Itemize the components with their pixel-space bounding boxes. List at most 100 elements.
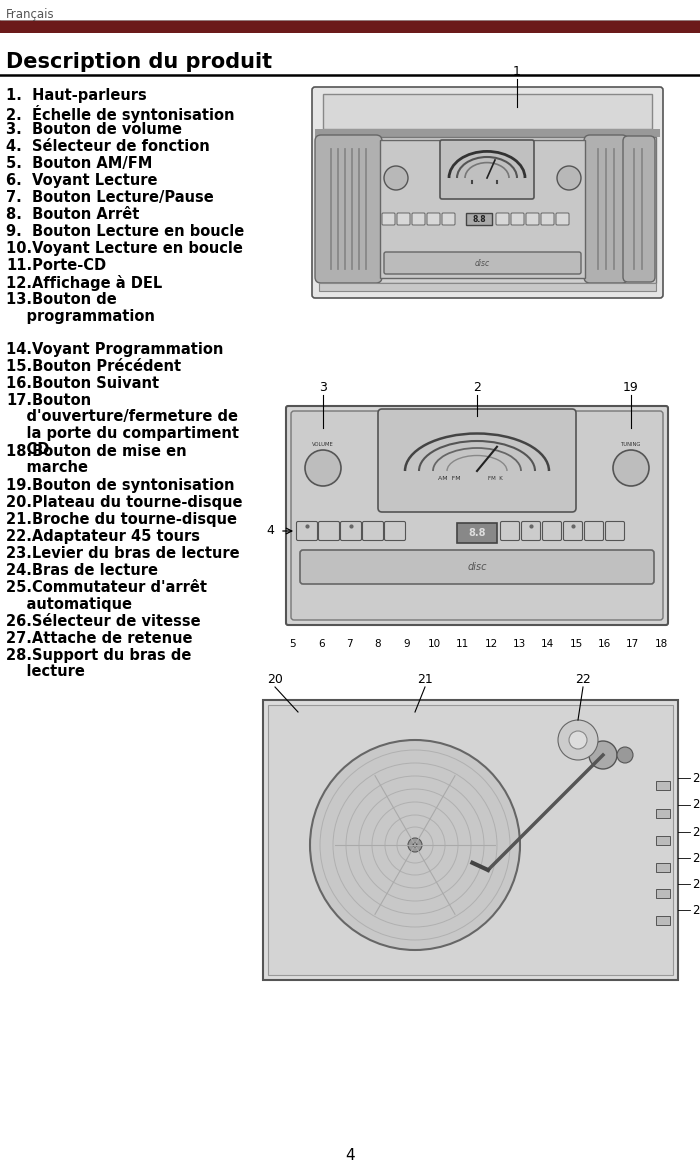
Text: 24.Bras de lecture: 24.Bras de lecture bbox=[6, 563, 158, 578]
Text: 19.Bouton de syntonisation: 19.Bouton de syntonisation bbox=[6, 478, 235, 493]
Text: 7.  Bouton Lecture/Pause: 7. Bouton Lecture/Pause bbox=[6, 190, 214, 206]
Bar bbox=[656, 809, 670, 818]
Text: 4.  Sélecteur de fonction: 4. Sélecteur de fonction bbox=[6, 139, 210, 154]
Text: 5.  Bouton AM/FM: 5. Bouton AM/FM bbox=[6, 157, 153, 171]
Text: FM  K: FM K bbox=[488, 477, 503, 481]
Text: 23.Levier du bras de lecture: 23.Levier du bras de lecture bbox=[6, 545, 239, 561]
Circle shape bbox=[305, 450, 341, 486]
Text: 13: 13 bbox=[513, 639, 526, 649]
Text: programmation: programmation bbox=[6, 308, 155, 324]
FancyBboxPatch shape bbox=[442, 213, 455, 225]
Text: 28.Support du bras de: 28.Support du bras de bbox=[6, 648, 191, 663]
Text: 8.8: 8.8 bbox=[473, 215, 486, 223]
FancyBboxPatch shape bbox=[318, 521, 340, 541]
Text: 4: 4 bbox=[345, 1148, 355, 1163]
FancyBboxPatch shape bbox=[496, 213, 509, 225]
Bar bbox=[656, 836, 670, 844]
Text: Français: Français bbox=[6, 8, 55, 21]
FancyBboxPatch shape bbox=[312, 86, 663, 298]
Text: AM  FM: AM FM bbox=[438, 477, 461, 481]
Text: CD: CD bbox=[6, 443, 50, 458]
Text: 20.Plateau du tourne-disque: 20.Plateau du tourne-disque bbox=[6, 495, 242, 510]
Circle shape bbox=[557, 166, 581, 190]
FancyBboxPatch shape bbox=[291, 411, 663, 620]
Text: 24: 24 bbox=[692, 799, 700, 812]
Bar bbox=[656, 863, 670, 872]
Text: 22.Adaptateur 45 tours: 22.Adaptateur 45 tours bbox=[6, 529, 200, 544]
Text: 15.Bouton Précédent: 15.Bouton Précédent bbox=[6, 359, 181, 374]
Text: 8: 8 bbox=[374, 639, 382, 649]
FancyBboxPatch shape bbox=[382, 213, 395, 225]
Bar bbox=[319, 137, 656, 283]
Bar bbox=[457, 523, 497, 543]
Text: 21: 21 bbox=[417, 673, 433, 686]
FancyBboxPatch shape bbox=[397, 213, 410, 225]
Text: 16.Bouton Suivant: 16.Bouton Suivant bbox=[6, 376, 159, 391]
Bar bbox=[315, 128, 660, 137]
Text: 2: 2 bbox=[473, 381, 481, 394]
Circle shape bbox=[569, 731, 587, 749]
Text: 21.Broche du tourne-disque: 21.Broche du tourne-disque bbox=[6, 512, 237, 527]
Bar bbox=[656, 889, 670, 898]
Text: 16: 16 bbox=[598, 639, 611, 649]
Text: disc: disc bbox=[475, 258, 489, 267]
Text: VOLUME: VOLUME bbox=[312, 442, 334, 446]
Text: 11: 11 bbox=[456, 639, 470, 649]
FancyBboxPatch shape bbox=[427, 213, 440, 225]
Bar bbox=[263, 700, 678, 980]
Bar bbox=[656, 916, 670, 925]
Circle shape bbox=[384, 166, 408, 190]
Text: 27.Attache de retenue: 27.Attache de retenue bbox=[6, 631, 193, 646]
Bar bbox=[319, 283, 656, 291]
Text: 6.  Voyant Lecture: 6. Voyant Lecture bbox=[6, 173, 158, 188]
Text: automatique: automatique bbox=[6, 597, 132, 612]
FancyBboxPatch shape bbox=[606, 521, 624, 541]
Text: 4: 4 bbox=[266, 524, 274, 537]
FancyBboxPatch shape bbox=[384, 521, 405, 541]
FancyBboxPatch shape bbox=[526, 213, 539, 225]
Text: 3: 3 bbox=[319, 381, 327, 394]
Text: 8.  Bouton Arrêt: 8. Bouton Arrêt bbox=[6, 207, 139, 222]
FancyBboxPatch shape bbox=[340, 521, 361, 541]
Text: 15: 15 bbox=[570, 639, 582, 649]
Text: 14.Voyant Programmation: 14.Voyant Programmation bbox=[6, 342, 223, 357]
Text: 25: 25 bbox=[692, 826, 700, 839]
Bar bbox=[656, 781, 670, 790]
Circle shape bbox=[412, 842, 417, 848]
Text: 25.Commutateur d'arrêt: 25.Commutateur d'arrêt bbox=[6, 580, 207, 595]
FancyBboxPatch shape bbox=[300, 550, 654, 584]
Text: 23: 23 bbox=[692, 772, 700, 785]
Text: 20: 20 bbox=[267, 673, 283, 686]
Bar bbox=[268, 705, 673, 975]
Text: Description du produit: Description du produit bbox=[6, 53, 272, 72]
Text: 1: 1 bbox=[513, 65, 521, 78]
Text: 6: 6 bbox=[318, 639, 325, 649]
FancyBboxPatch shape bbox=[511, 213, 524, 225]
FancyBboxPatch shape bbox=[384, 252, 581, 274]
Circle shape bbox=[310, 741, 520, 950]
Text: 3.  Bouton de volume: 3. Bouton de volume bbox=[6, 121, 182, 137]
Text: d'ouverture/fermeture de: d'ouverture/fermeture de bbox=[6, 410, 238, 424]
Text: marche: marche bbox=[6, 460, 88, 475]
FancyBboxPatch shape bbox=[315, 135, 382, 283]
Text: disc: disc bbox=[468, 562, 486, 572]
Text: 19: 19 bbox=[623, 381, 639, 394]
Text: 26.Sélecteur de vitesse: 26.Sélecteur de vitesse bbox=[6, 614, 201, 630]
Circle shape bbox=[558, 719, 598, 760]
FancyBboxPatch shape bbox=[412, 213, 425, 225]
Text: 1.  Haut-parleurs: 1. Haut-parleurs bbox=[6, 88, 147, 103]
Text: 7: 7 bbox=[346, 639, 353, 649]
FancyBboxPatch shape bbox=[286, 406, 668, 625]
Text: 12.Affichage à DEL: 12.Affichage à DEL bbox=[6, 274, 162, 291]
FancyBboxPatch shape bbox=[297, 521, 318, 541]
Bar bbox=[0, 20, 700, 33]
Text: lecture: lecture bbox=[6, 665, 85, 680]
FancyBboxPatch shape bbox=[564, 521, 582, 541]
Text: 26: 26 bbox=[692, 851, 700, 864]
Text: 9.  Bouton Lecture en boucle: 9. Bouton Lecture en boucle bbox=[6, 224, 244, 239]
Circle shape bbox=[617, 748, 633, 763]
Text: 17.Bouton: 17.Bouton bbox=[6, 392, 91, 408]
FancyBboxPatch shape bbox=[623, 135, 655, 281]
Text: 2.  Échelle de syntonisation: 2. Échelle de syntonisation bbox=[6, 105, 235, 123]
Text: 14: 14 bbox=[541, 639, 554, 649]
